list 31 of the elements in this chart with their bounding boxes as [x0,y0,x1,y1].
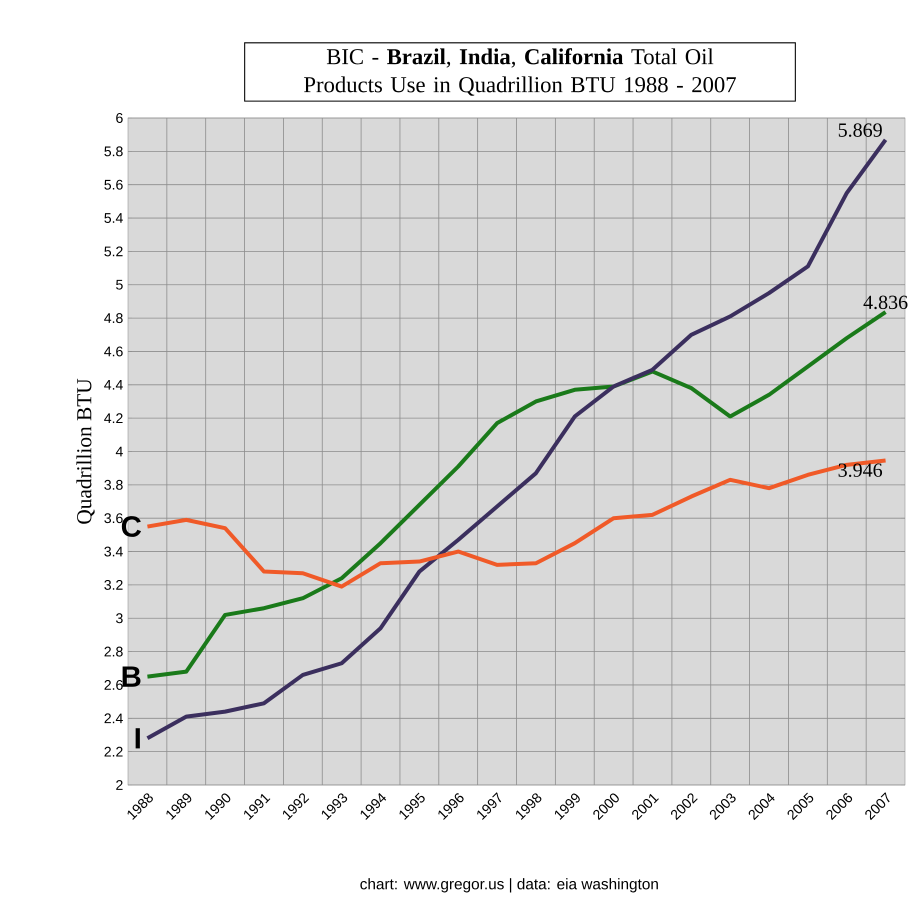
y-tick-label: 3.6 [104,513,123,524]
y-tick-label: 5.2 [104,246,123,256]
y-tick-label: 2.2 [104,746,123,757]
y-tick-label: 2.4 [104,713,123,724]
y-tick-label: 3.4 [104,546,123,557]
y-tick-label: 2.8 [104,646,123,657]
data-label: 4.836 [863,296,908,310]
y-tick-label: 3 [116,613,123,624]
y-tick-label: 3.2 [104,580,123,590]
y-tick-label: 5 [116,280,123,290]
y-tick-label: 4.8 [104,313,123,324]
series-label: C [122,516,142,537]
y-tick-label: 3.8 [104,480,123,490]
chart-title: BIC - Brazil, India, California Total Oil Products Use in Quadrillion BTU 1988 - 2007 [304,48,736,96]
data-label: 3.946 [838,463,882,477]
y-tick-label: 4 [116,446,123,456]
y-tick-label: 5.8 [104,146,123,156]
data-label: 5.869 [838,123,882,137]
series-label: I [136,728,140,748]
y-tick-label: 4.2 [104,413,123,424]
y-tick-label: 5.6 [104,180,123,190]
y-tick-label: 4.6 [104,346,123,356]
line-series [145,458,888,589]
text: chart: www.gregor.us | data: eia washington [360,878,658,893]
series-label: B [122,666,140,687]
y-tick-label: 5.4 [104,213,123,223]
y-axis-title: Quadrillion BTU [76,378,95,524]
y-tick-label: 6 [116,113,123,123]
y-tick-label: 2.6 [104,680,123,690]
y-tick-label: 2 [116,780,123,790]
y-tick-label: 4.4 [104,380,123,390]
